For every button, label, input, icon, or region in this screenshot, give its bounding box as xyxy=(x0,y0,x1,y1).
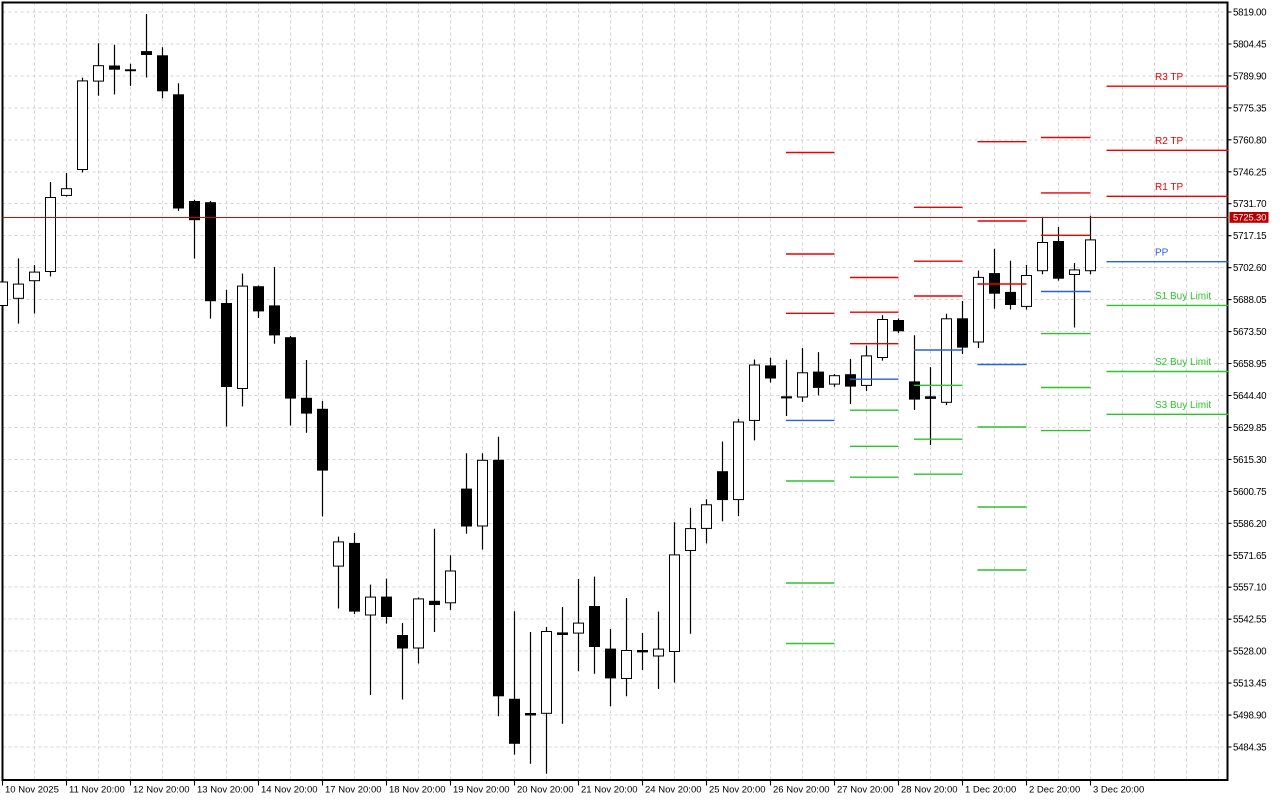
svg-text:28 Nov 20:00: 28 Nov 20:00 xyxy=(901,785,958,796)
svg-text:5644.40: 5644.40 xyxy=(1233,391,1267,402)
svg-text:S3 Buy Limit: S3 Buy Limit xyxy=(1155,400,1211,411)
svg-text:R1 TP: R1 TP xyxy=(1155,182,1183,193)
svg-text:5804.45: 5804.45 xyxy=(1233,40,1267,51)
svg-text:5528.00: 5528.00 xyxy=(1233,647,1267,658)
svg-text:3 Dec 20:00: 3 Dec 20:00 xyxy=(1093,785,1144,796)
svg-text:5746.25: 5746.25 xyxy=(1233,167,1267,178)
svg-text:26 Nov 20:00: 26 Nov 20:00 xyxy=(773,785,830,796)
svg-text:5557.10: 5557.10 xyxy=(1233,583,1267,594)
svg-text:S1 Buy Limit: S1 Buy Limit xyxy=(1155,291,1211,302)
svg-text:R2 TP: R2 TP xyxy=(1155,136,1183,147)
svg-text:R3 TP: R3 TP xyxy=(1155,72,1183,83)
svg-text:S2 Buy Limit: S2 Buy Limit xyxy=(1155,357,1211,368)
svg-text:5571.65: 5571.65 xyxy=(1233,551,1267,562)
svg-text:11 Nov 20:00: 11 Nov 20:00 xyxy=(69,785,125,796)
svg-text:17 Nov 20:00: 17 Nov 20:00 xyxy=(325,785,382,796)
svg-text:21 Nov 20:00: 21 Nov 20:00 xyxy=(581,785,638,796)
svg-text:24 Nov 20:00: 24 Nov 20:00 xyxy=(645,785,702,796)
svg-text:18 Nov 20:00: 18 Nov 20:00 xyxy=(389,785,446,796)
svg-text:5775.35: 5775.35 xyxy=(1233,103,1267,114)
svg-text:27 Nov 20:00: 27 Nov 20:00 xyxy=(837,785,894,796)
svg-text:25 Nov 20:00: 25 Nov 20:00 xyxy=(709,785,766,796)
svg-text:20 Nov 20:00: 20 Nov 20:00 xyxy=(517,785,574,796)
svg-text:5760.80: 5760.80 xyxy=(1233,135,1267,146)
svg-text:5673.50: 5673.50 xyxy=(1233,327,1267,338)
svg-text:5600.75: 5600.75 xyxy=(1233,487,1267,498)
svg-text:5725.30: 5725.30 xyxy=(1233,213,1266,224)
svg-text:5484.35: 5484.35 xyxy=(1233,743,1267,754)
svg-text:5615.30: 5615.30 xyxy=(1233,455,1267,466)
svg-text:5819.00: 5819.00 xyxy=(1233,8,1267,19)
svg-text:5688.05: 5688.05 xyxy=(1233,295,1267,306)
svg-text:19 Nov 20:00: 19 Nov 20:00 xyxy=(453,785,510,796)
svg-text:5542.55: 5542.55 xyxy=(1233,615,1267,626)
svg-text:1 Dec 20:00: 1 Dec 20:00 xyxy=(965,785,1016,796)
svg-text:2 Dec 20:00: 2 Dec 20:00 xyxy=(1029,785,1080,796)
svg-text:5586.20: 5586.20 xyxy=(1233,519,1267,530)
svg-text:10 Nov 2025: 10 Nov 2025 xyxy=(5,785,59,796)
svg-text:5498.90: 5498.90 xyxy=(1233,711,1267,722)
svg-text:5789.90: 5789.90 xyxy=(1233,71,1267,82)
svg-text:5717.15: 5717.15 xyxy=(1233,231,1267,242)
svg-text:5513.45: 5513.45 xyxy=(1233,679,1267,690)
svg-text:5731.70: 5731.70 xyxy=(1233,199,1267,210)
svg-text:12 Nov 20:00: 12 Nov 20:00 xyxy=(133,785,190,796)
svg-text:5658.95: 5658.95 xyxy=(1233,359,1267,370)
svg-text:PP: PP xyxy=(1155,247,1169,258)
svg-text:5629.85: 5629.85 xyxy=(1233,423,1267,434)
svg-text:5702.60: 5702.60 xyxy=(1233,263,1267,274)
svg-text:13 Nov 20:00: 13 Nov 20:00 xyxy=(197,785,254,796)
svg-text:14 Nov 20:00: 14 Nov 20:00 xyxy=(261,785,318,796)
